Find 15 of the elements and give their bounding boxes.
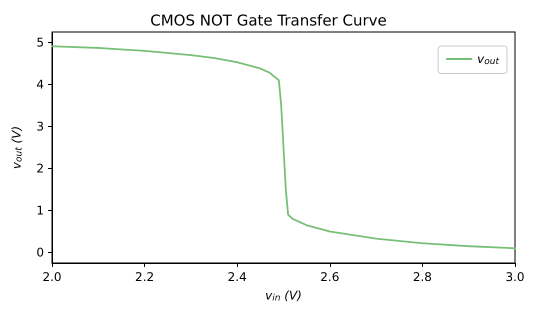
x-tick-label: 2.6 bbox=[320, 270, 340, 284]
y-tick-label: 0 bbox=[36, 246, 44, 260]
y-tick-label: 2 bbox=[36, 162, 44, 176]
x-tick-label: 2.4 bbox=[228, 270, 247, 284]
y-tick-label: 1 bbox=[36, 204, 44, 218]
x-tick-label: 2.8 bbox=[412, 270, 432, 284]
y-axis-title: vout (V) bbox=[10, 126, 24, 170]
x-tick-label: 2.0 bbox=[42, 270, 62, 284]
y-tick-label: 5 bbox=[36, 36, 44, 50]
x-tick-label: 3.0 bbox=[505, 270, 525, 284]
line-series bbox=[51, 45, 516, 250]
chart-title: CMOS NOT Gate Transfer Curve bbox=[150, 12, 387, 30]
x-tick-label: 2.2 bbox=[135, 270, 154, 284]
y-tick-label: 4 bbox=[36, 78, 44, 92]
y-tick-label: 3 bbox=[36, 120, 44, 134]
